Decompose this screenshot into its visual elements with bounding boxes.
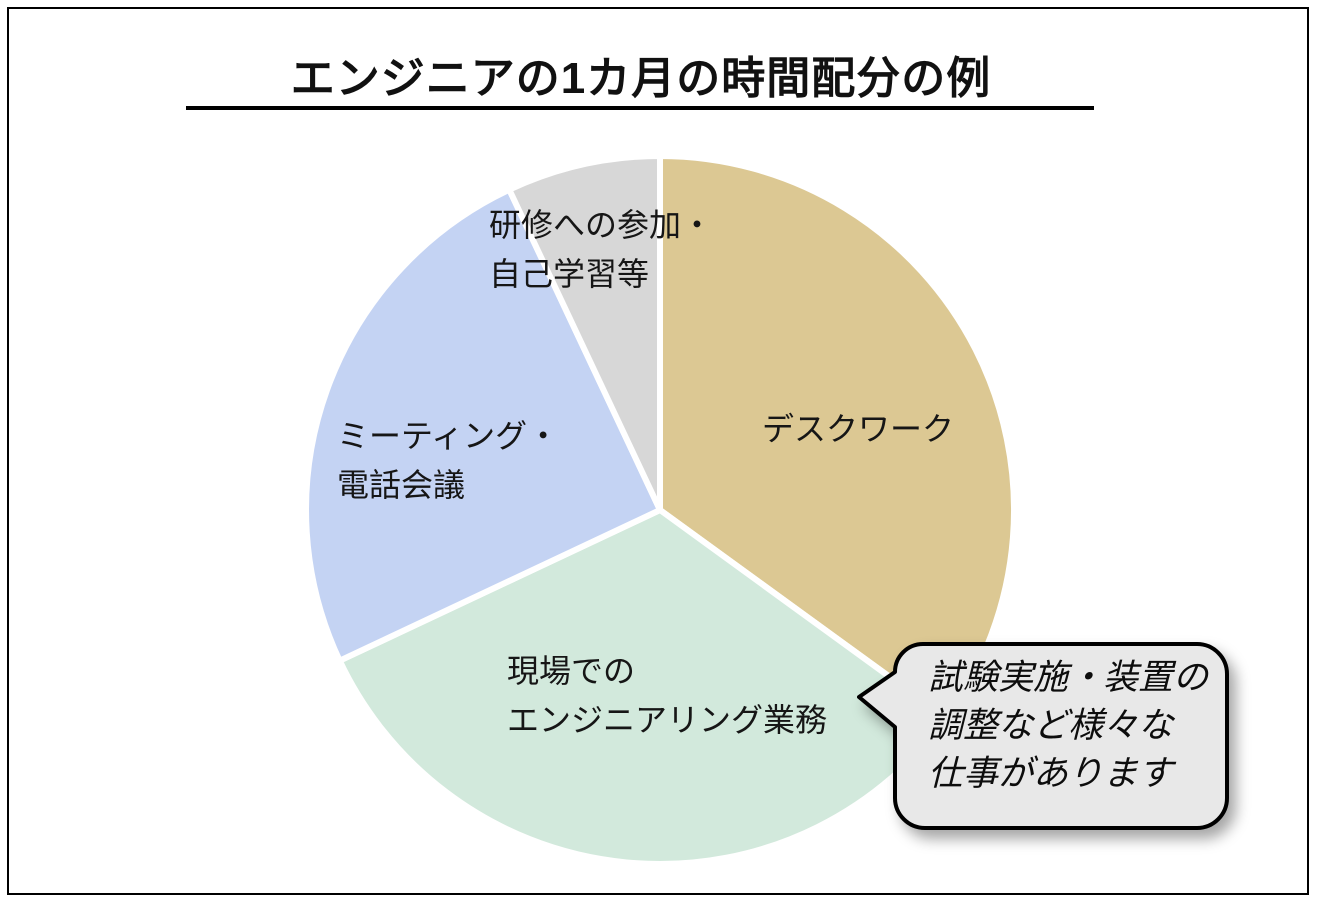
slice-label-line: 自己学習等 [489, 256, 650, 292]
slice-label-line: エンジニアリング業務 [507, 702, 828, 738]
title-underline-rule [186, 106, 1094, 110]
chart-title: エンジニアの1カ月の時間配分の例 [290, 54, 992, 103]
callout-text-line: 試験実施・装置の [928, 658, 1209, 697]
pie-slice-1 [336, 507, 950, 867]
pie-slice-2 [303, 186, 663, 664]
slice-label-line: デスクワーク [762, 411, 955, 447]
pie-slice-0 [657, 153, 1017, 722]
callout-text-line: 仕事があります [928, 754, 1174, 793]
callout-text-line: 調整など様々な [928, 706, 1174, 745]
slice-label-line: 電話会議 [337, 467, 466, 503]
slice-label-line: ミーティング・ [337, 418, 560, 454]
callout-text: 試験実施・装置の 調整など様々な 仕事があります [928, 654, 1208, 798]
slice-label-line: 現場での [507, 653, 636, 689]
slice-label-training: 研修への参加・ 自己学習等 [489, 201, 713, 299]
pie-slice-3 [506, 153, 663, 513]
slice-label-deskwork: デスクワーク [762, 405, 954, 454]
pie-slices [303, 153, 1017, 867]
slice-label-line: 研修への参加・ [489, 207, 714, 243]
callout-bubble-shape [857, 642, 1229, 830]
slice-label-meeting: ミーティング・ 電話会議 [337, 412, 559, 510]
slice-label-field-engineering: 現場での エンジニアリング業務 [507, 647, 827, 745]
